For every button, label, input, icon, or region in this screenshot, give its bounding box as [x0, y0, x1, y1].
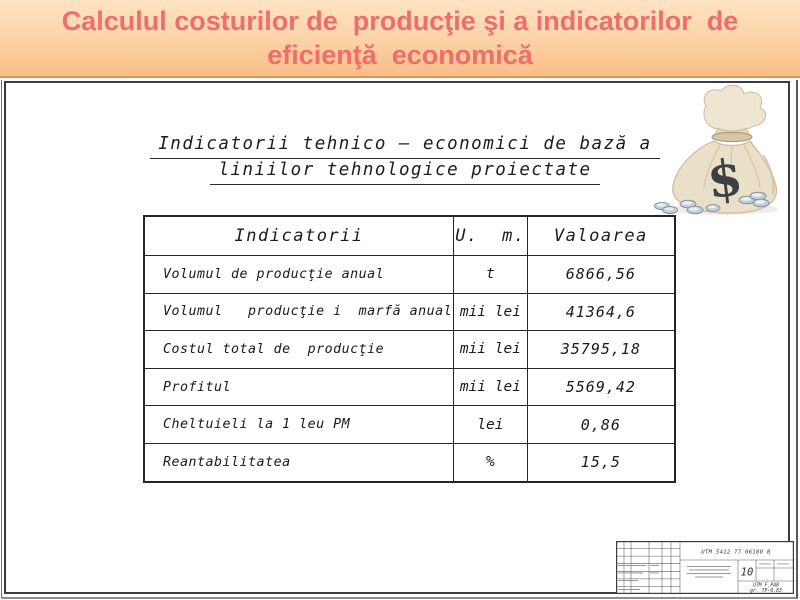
- indicators-table: Indicatorii U. m. Valoarea Volumul de pr…: [143, 215, 677, 483]
- bag-tuft: [703, 84, 767, 132]
- indicator-cell: Volumul producţie i marfă anual: [143, 292, 455, 332]
- stamp-grid: [616, 541, 794, 594]
- slide-title-line2: eficienţă economică: [267, 40, 533, 70]
- col-header-indicatorii: Indicatorii: [143, 215, 455, 256]
- col-header-um: U. m.: [453, 215, 528, 256]
- value-cell: 0,86: [526, 405, 676, 444]
- value-cell: 5569,42: [526, 367, 676, 407]
- table-row: Costul total de producţie mii lei 35795,…: [143, 330, 676, 369]
- slide-title-bar: Calculul costurilor de producţie şi a in…: [0, 0, 800, 78]
- indicator-cell: Volumul de producţie anual: [143, 255, 455, 294]
- table-row: Profitul mii lei 5569,42: [143, 367, 676, 407]
- indicator-cell: Cheltuieli la 1 leu PM: [143, 405, 455, 444]
- stamp-doc-code: UTM 5412 77 06180 B: [701, 550, 771, 556]
- stamp-sheet-number: 10: [741, 567, 754, 579]
- value-cell: 35795,18: [526, 330, 676, 369]
- value-cell: 15,5: [526, 442, 676, 483]
- unit-cell: mii lei: [453, 330, 528, 369]
- col-header-valoarea: Valoarea: [526, 215, 676, 256]
- stamp-org-line1: UTM F.PAB: [753, 583, 779, 589]
- table-row: Volumul producţie i marfă anual mii lei …: [143, 292, 676, 332]
- bag-fold-line: [743, 144, 761, 188]
- indicator-cell: Reantabilitatea: [143, 442, 455, 483]
- indicator-cell: Costul total de producţie: [143, 330, 455, 369]
- slide-title-line1: Calculul costurilor de producţie şi a in…: [61, 6, 739, 36]
- stamp-illegible-text-marks: [618, 563, 789, 590]
- table-row: Reantabilitatea % 15,5: [143, 442, 676, 483]
- value-cell: 6866,56: [526, 255, 676, 294]
- unit-cell: %: [453, 442, 528, 483]
- section-heading-line1: Indicatorii tehnico – economici de bază …: [150, 133, 660, 159]
- bag-shade-line: [762, 154, 775, 196]
- value-cell: 41364,6: [526, 292, 676, 332]
- indicator-cell: Profitul: [143, 367, 455, 407]
- section-heading-line2: liniilor tehnologice proiectate: [210, 159, 600, 185]
- title-block-stamp: UTM 5412 77 06180 B 10 UTM F.PAB gr. TP-…: [616, 541, 794, 594]
- unit-cell: lei: [453, 405, 528, 444]
- table-row: Volumul de producţie anual t 6866,56: [143, 255, 676, 294]
- money-bag-icon: $: [654, 84, 778, 215]
- coins-icon: [654, 191, 770, 215]
- stamp-org-line2: gr. TP-0.83: [750, 588, 782, 594]
- bag-fold-line: [703, 144, 721, 188]
- unit-cell: t: [453, 255, 528, 294]
- stamp-border: [616, 541, 794, 594]
- bag-rope-tie: [711, 131, 753, 143]
- unit-cell: mii lei: [453, 367, 528, 407]
- unit-cell: mii lei: [453, 292, 528, 332]
- table-row: Cheltuieli la 1 leu PM lei 0,86: [143, 405, 676, 444]
- bag-fold-line: [730, 146, 733, 172]
- table-header-row: Indicatorii U. m. Valoarea: [143, 215, 676, 256]
- section-heading: Indicatorii tehnico – economici de bază …: [10, 133, 800, 185]
